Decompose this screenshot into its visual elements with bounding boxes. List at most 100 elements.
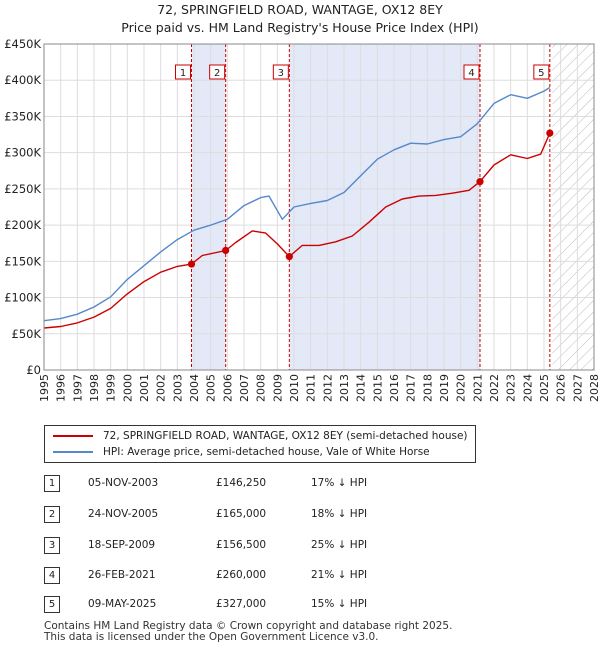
x-tick-label: 2001 <box>138 374 151 402</box>
sale-number-label: 5 <box>538 68 544 79</box>
y-tick-label: £100K <box>4 291 41 305</box>
transaction-hpi-diff: 17% ↓ HPI <box>311 477 368 489</box>
transaction-hpi-diff: 15% ↓ HPI <box>311 598 368 610</box>
transaction-date: 05-NOV-2003 <box>88 477 159 489</box>
y-tick-label: £350K <box>4 109 41 123</box>
footer-copyright: Contains HM Land Registry data © Crown c… <box>44 620 453 632</box>
transaction-hpi-diff: 18% ↓ HPI <box>311 508 368 520</box>
transaction-number-badge: 2 <box>44 506 60 523</box>
legend-swatch-property <box>53 435 93 437</box>
transaction-price: £165,000 <box>216 508 267 520</box>
y-tick-label: £150K <box>4 254 41 268</box>
transaction-number-badge: 3 <box>44 537 60 554</box>
x-tick-label: 2010 <box>288 374 301 402</box>
property-series-line <box>43 132 551 329</box>
x-tick-label: 2021 <box>471 374 484 402</box>
x-tick-label: 2003 <box>171 374 184 402</box>
sale-number-label: 3 <box>278 68 284 79</box>
ownership-shaded-span <box>191 44 226 370</box>
x-tick-label: 2016 <box>388 374 401 402</box>
x-tick-label: 2013 <box>338 374 351 402</box>
x-tick-label: 2009 <box>271 374 284 402</box>
y-tick-label: £0 <box>26 363 41 377</box>
transaction-row: 5 09-MAY-2025 £327,000 15% ↓ HPI <box>44 596 464 614</box>
x-tick-label: 2004 <box>188 374 201 402</box>
legend-item-hpi: HPI: Average price, semi-detached house,… <box>53 445 430 459</box>
x-tick-label: 1995 <box>38 374 51 402</box>
chart-legend: 72, SPRINGFIELD ROAD, WANTAGE, OX12 8EY … <box>44 425 476 463</box>
transaction-number-badge: 1 <box>44 475 60 492</box>
x-tick-label: 1999 <box>105 374 118 402</box>
projection-hatched-region <box>552 44 594 370</box>
transaction-hpi-diff: 25% ↓ HPI <box>311 539 368 551</box>
x-tick-label: 2007 <box>238 374 251 402</box>
x-tick-label: 2006 <box>221 374 234 402</box>
hpi-series-line <box>43 86 551 322</box>
legend-item-property: 72, SPRINGFIELD ROAD, WANTAGE, OX12 8EY … <box>53 429 468 443</box>
x-tick-label: 2025 <box>538 374 551 402</box>
transaction-price: £260,000 <box>216 569 267 581</box>
transaction-number-badge: 4 <box>44 567 60 584</box>
transaction-row: 4 26-FEB-2021 £260,000 21% ↓ HPI <box>44 567 464 585</box>
x-tick-label: 2005 <box>205 374 218 402</box>
sale-number-box <box>533 64 550 80</box>
x-tick-label: 2017 <box>405 374 418 402</box>
x-tick-label: 2028 <box>588 374 600 402</box>
transaction-row: 3 18-SEP-2009 £156,500 25% ↓ HPI <box>44 537 464 555</box>
transaction-date: 24-NOV-2005 <box>88 508 159 520</box>
y-tick-label: £450K <box>4 37 41 51</box>
x-tick-label: 2026 <box>555 374 568 402</box>
x-tick-label: 1998 <box>88 374 101 402</box>
sale-number-box <box>272 64 289 80</box>
sale-number-label: 4 <box>468 68 474 79</box>
footer-licence: This data is licensed under the Open Gov… <box>44 631 379 643</box>
x-tick-label: 2008 <box>255 374 268 402</box>
sale-point <box>222 246 230 255</box>
x-tick-label: 2015 <box>371 374 384 402</box>
sale-number-box <box>175 64 191 80</box>
sale-number-label: 1 <box>180 68 186 79</box>
transaction-date: 09-MAY-2025 <box>88 598 157 610</box>
price-chart: 1 2 3 4 5 £0 £50K £100K £150K £200K £250K £300K £350… <box>4 37 600 402</box>
transaction-hpi-diff: 21% ↓ HPI <box>311 569 368 581</box>
transaction-price: £327,000 <box>216 598 267 610</box>
sale-number-box <box>463 64 480 80</box>
x-tick-label: 2002 <box>155 374 168 402</box>
sale-number-label: 2 <box>214 68 220 79</box>
x-tick-label: 2027 <box>571 374 584 402</box>
transaction-number-badge: 5 <box>44 596 60 613</box>
legend-label-property: 72, SPRINGFIELD ROAD, WANTAGE, OX12 8EY … <box>103 430 468 442</box>
y-tick-label: £50K <box>12 327 42 341</box>
x-tick-label: 2023 <box>505 374 518 402</box>
x-tick-label: 2000 <box>121 374 134 402</box>
sale-point <box>476 178 484 186</box>
x-tick-label: 2020 <box>455 374 468 402</box>
legend-swatch-hpi <box>53 451 93 453</box>
sale-point <box>546 129 554 137</box>
y-tick-label: £200K <box>4 218 41 232</box>
y-tick-label: £300K <box>4 146 41 160</box>
transaction-date: 18-SEP-2009 <box>88 539 156 551</box>
x-tick-label: 2011 <box>305 374 318 402</box>
x-tick-label: 2012 <box>321 374 334 402</box>
sale-number-box <box>209 64 226 80</box>
x-tick-label: 2019 <box>438 374 451 402</box>
sale-point <box>285 253 293 261</box>
x-tick-label: 1996 <box>55 374 68 402</box>
transaction-price: £156,500 <box>216 539 267 551</box>
x-tick-label: 2014 <box>355 374 368 402</box>
x-tick-label: 2022 <box>488 374 501 402</box>
y-tick-label: £400K <box>4 73 41 87</box>
legend-label-hpi: HPI: Average price, semi-detached house,… <box>103 446 430 458</box>
sale-point <box>187 260 196 268</box>
transaction-price: £146,250 <box>216 477 267 489</box>
x-tick-label: 1997 <box>71 374 84 402</box>
x-tick-label: 2018 <box>421 374 434 402</box>
transaction-row: 1 05-NOV-2003 £146,250 17% ↓ HPI <box>44 475 464 493</box>
chart-title-address: 72, SPRINGFIELD ROAD, WANTAGE, OX12 8EY <box>157 2 443 17</box>
transaction-date: 26-FEB-2021 <box>88 569 156 581</box>
chart-subtitle: Price paid vs. HM Land Registry's House … <box>121 20 479 35</box>
transaction-row: 2 24-NOV-2005 £165,000 18% ↓ HPI <box>44 506 464 524</box>
x-tick-label: 2024 <box>521 374 534 402</box>
y-tick-label: £250K <box>4 182 41 196</box>
